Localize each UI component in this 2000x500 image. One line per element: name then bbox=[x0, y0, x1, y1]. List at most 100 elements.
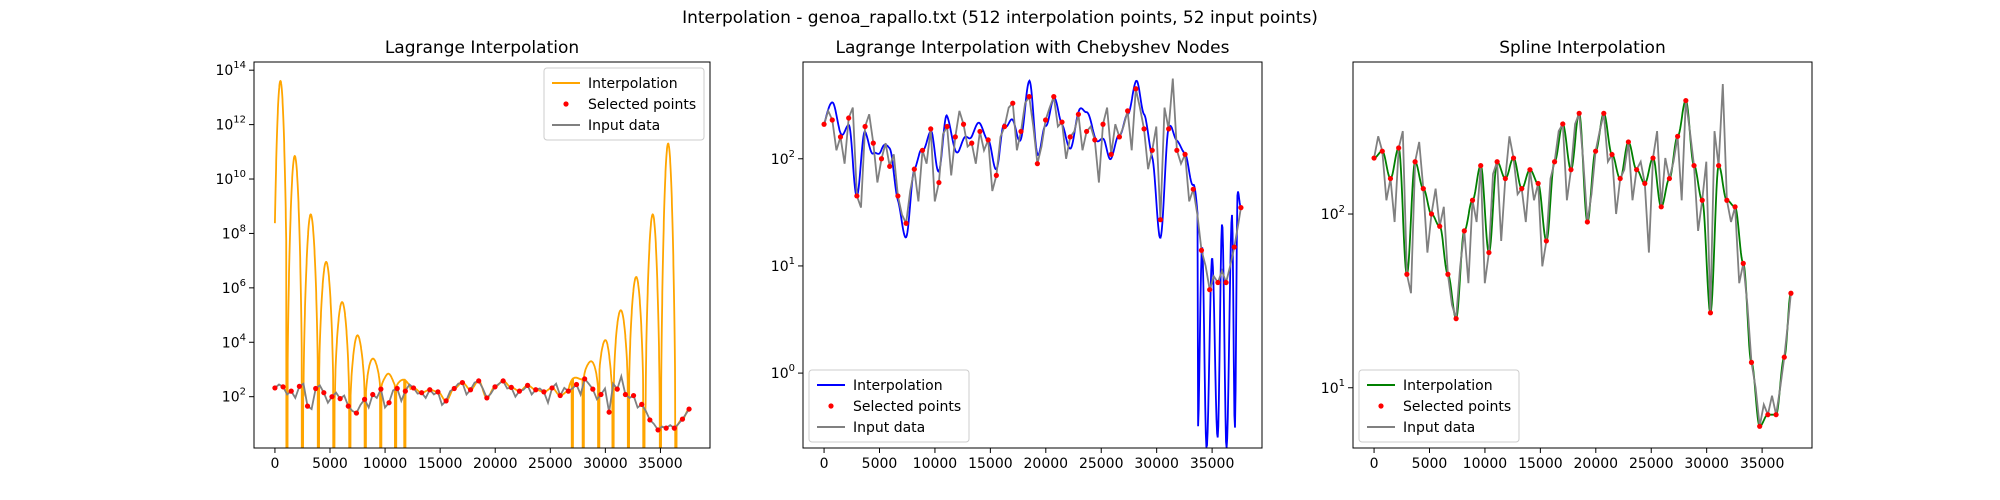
selected-point bbox=[1420, 186, 1426, 192]
selected-point bbox=[582, 376, 588, 382]
selected-point bbox=[345, 403, 351, 409]
selected-point bbox=[1018, 128, 1024, 135]
x-tick-label: 25000 bbox=[1629, 456, 1674, 472]
selected-point bbox=[1683, 97, 1689, 104]
selected-point bbox=[1634, 167, 1640, 173]
selected-point bbox=[508, 384, 514, 390]
selected-point bbox=[679, 416, 686, 422]
selected-point bbox=[1387, 175, 1394, 182]
y-tick-label: 106 bbox=[222, 278, 246, 297]
selected-point bbox=[1535, 180, 1541, 187]
selected-point bbox=[671, 425, 677, 431]
selected-point bbox=[280, 384, 286, 390]
y-tick-label: 102 bbox=[1321, 204, 1345, 223]
legend-label: Input data bbox=[1403, 420, 1475, 436]
y-tick-label: 101 bbox=[771, 256, 795, 275]
panel-title: Lagrange Interpolation bbox=[385, 38, 579, 58]
selected-point bbox=[296, 383, 302, 389]
selected-point bbox=[337, 396, 343, 402]
selected-point bbox=[1642, 180, 1648, 187]
x-tick-label: 5000 bbox=[1412, 456, 1448, 472]
selected-point bbox=[272, 385, 278, 391]
selected-point bbox=[1100, 121, 1106, 127]
selected-point bbox=[370, 391, 376, 398]
x-tick-label: 25000 bbox=[1079, 456, 1124, 472]
selected-point bbox=[1198, 247, 1205, 253]
selected-point bbox=[361, 396, 368, 402]
x-tick-label: 0 bbox=[820, 456, 829, 472]
selected-point bbox=[1510, 155, 1517, 161]
legend: Interpolation Selected points Input data bbox=[808, 369, 970, 443]
x-tick-label: 5000 bbox=[862, 456, 898, 472]
selected-point bbox=[647, 417, 653, 423]
x-tick-label: 15000 bbox=[418, 456, 463, 472]
selected-point bbox=[1469, 197, 1476, 203]
selected-point bbox=[1149, 147, 1155, 153]
selected-point bbox=[1486, 249, 1492, 256]
legend-label: Selected points bbox=[588, 97, 696, 113]
selected-point bbox=[969, 140, 975, 146]
x-tick-label: 30000 bbox=[1134, 456, 1179, 472]
plot-area bbox=[821, 78, 1244, 448]
selected-point bbox=[1601, 110, 1607, 116]
selected-point bbox=[1551, 159, 1558, 165]
selected-point bbox=[541, 389, 547, 395]
selected-point bbox=[1461, 228, 1467, 234]
y-tick-label: 1014 bbox=[215, 60, 246, 79]
input-data-line bbox=[274, 372, 690, 432]
x-tick-label: 25000 bbox=[528, 456, 573, 472]
selected-point bbox=[451, 385, 457, 392]
legend-box bbox=[1358, 369, 1520, 443]
selected-point bbox=[686, 406, 692, 412]
selected-point bbox=[862, 123, 868, 130]
selected-point bbox=[606, 409, 612, 415]
selected-point bbox=[1166, 126, 1172, 132]
x-tick-label: 20000 bbox=[1574, 456, 1619, 472]
selected-point bbox=[985, 137, 991, 143]
selected-point bbox=[1527, 167, 1533, 173]
x-tick-label: 35000 bbox=[1190, 456, 1235, 472]
selected-point bbox=[919, 147, 926, 153]
selected-point bbox=[655, 427, 661, 433]
selected-point bbox=[1001, 123, 1008, 130]
selected-point bbox=[484, 395, 490, 401]
selected-point bbox=[1223, 279, 1229, 286]
selected-point bbox=[1157, 217, 1164, 223]
selected-point bbox=[500, 378, 506, 384]
selected-point bbox=[1051, 94, 1057, 100]
selected-point bbox=[1691, 162, 1697, 169]
selected-point bbox=[846, 115, 852, 121]
x-tick-label: 20000 bbox=[473, 456, 518, 472]
selected-point bbox=[565, 388, 571, 394]
selected-point bbox=[1190, 186, 1196, 192]
selected-point bbox=[878, 156, 885, 162]
selected-point bbox=[1133, 86, 1139, 92]
selected-point bbox=[329, 394, 335, 400]
selected-point bbox=[1740, 260, 1746, 266]
selected-point bbox=[435, 389, 441, 395]
selected-point bbox=[1609, 151, 1615, 158]
x-tick-label: 20000 bbox=[1024, 456, 1069, 472]
selected-point bbox=[1453, 316, 1459, 322]
selected-point bbox=[1231, 244, 1237, 250]
selected-point bbox=[1519, 186, 1525, 192]
selected-point bbox=[1724, 197, 1730, 203]
legend-label: Interpolation bbox=[588, 76, 678, 92]
selected-point bbox=[1617, 175, 1623, 182]
axes-frame bbox=[253, 61, 711, 449]
selected-point bbox=[1026, 94, 1032, 100]
y-tick-label: 102 bbox=[222, 387, 246, 406]
selected-point bbox=[1716, 162, 1722, 169]
selected-point bbox=[557, 392, 563, 399]
selected-point bbox=[1141, 126, 1147, 132]
selected-point bbox=[443, 398, 449, 404]
selected-point bbox=[936, 179, 942, 186]
selected-point bbox=[378, 386, 384, 392]
x-tick-label: 15000 bbox=[1518, 456, 1563, 472]
selected-point bbox=[1116, 134, 1123, 140]
input-data-line bbox=[823, 78, 1242, 290]
selected-point bbox=[525, 382, 531, 388]
x-tick-label: 10000 bbox=[363, 456, 408, 472]
y-tick-label: 102 bbox=[771, 149, 795, 168]
selected-point bbox=[304, 403, 311, 409]
